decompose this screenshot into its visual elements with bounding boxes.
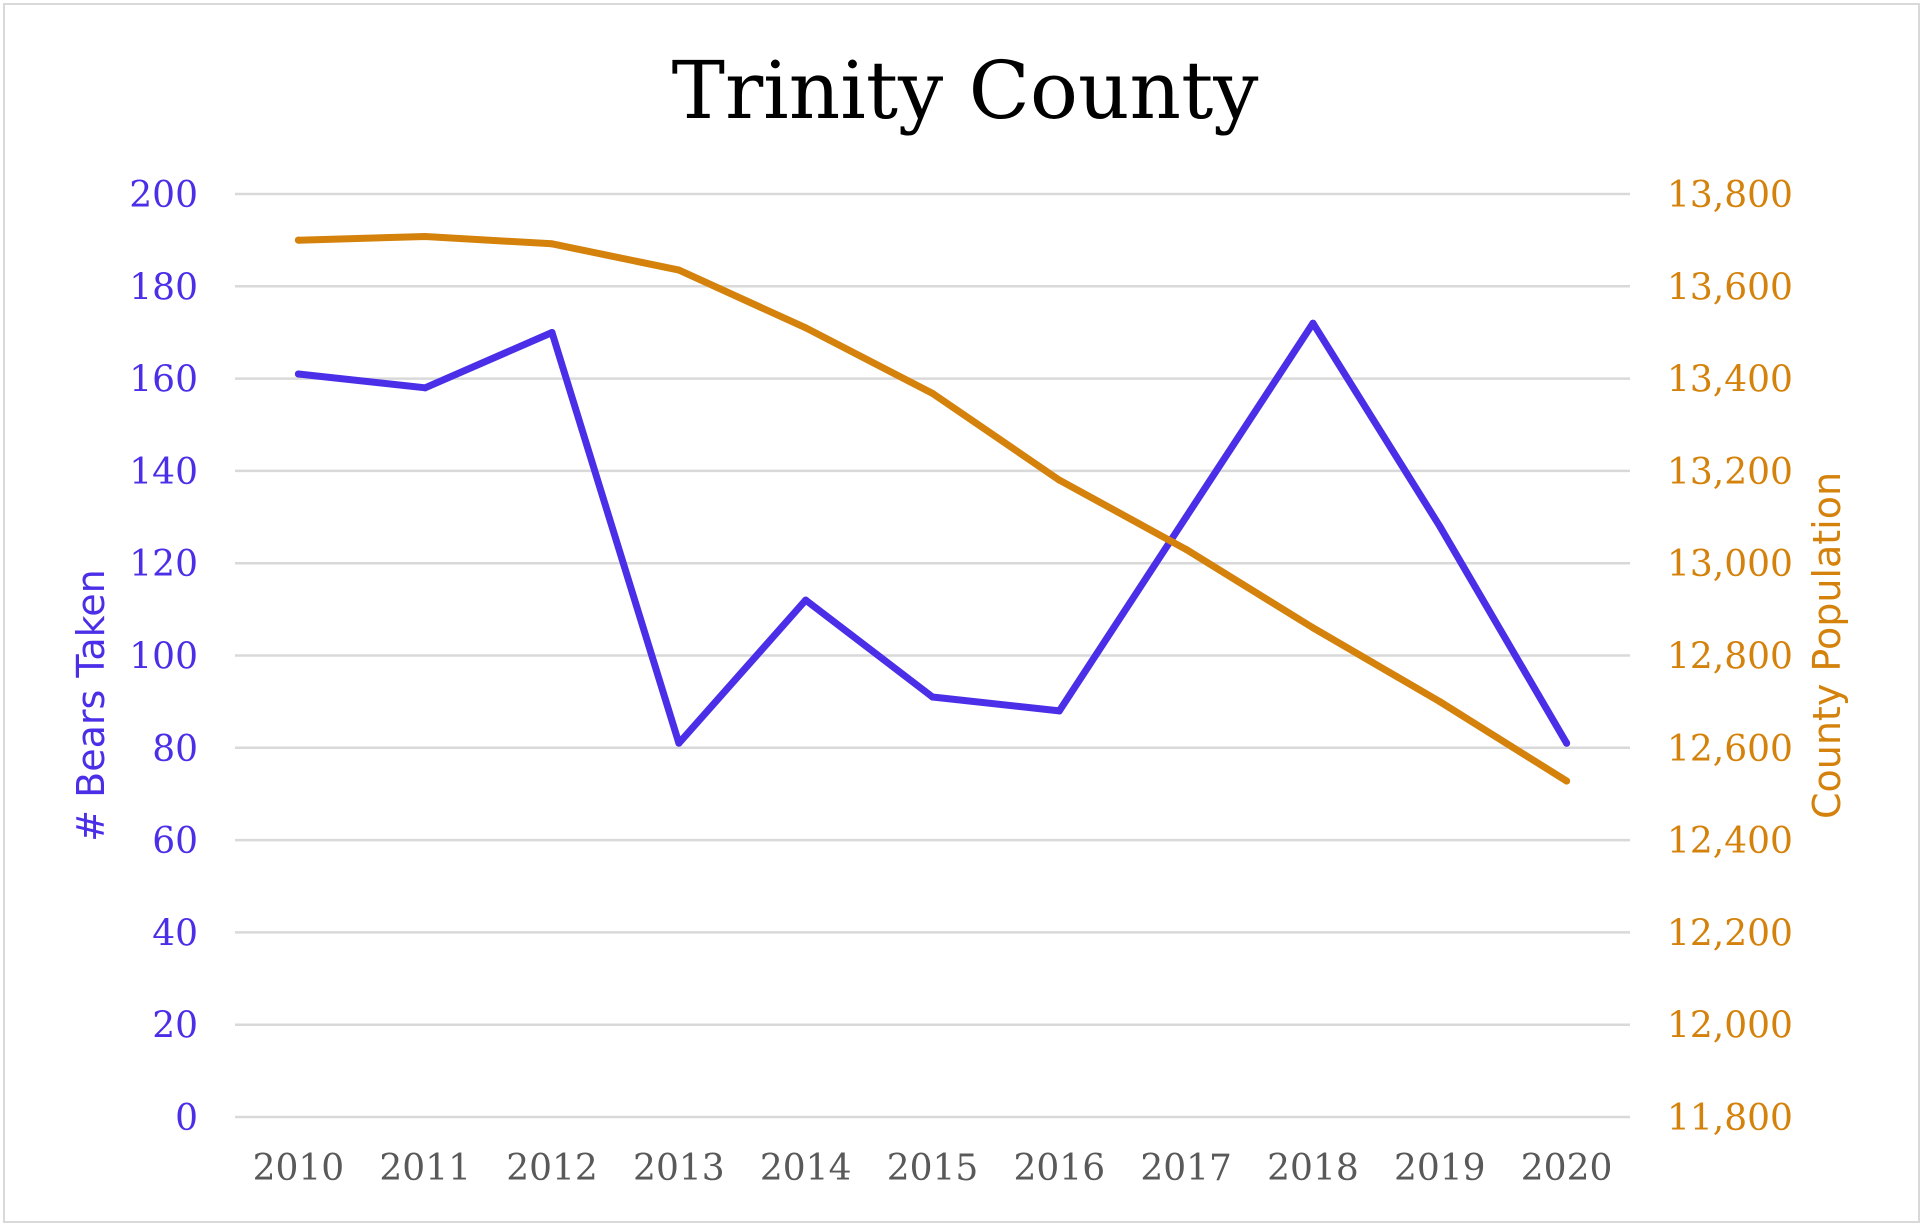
x-tick-label: 2019 xyxy=(1394,1148,1486,1189)
bears-taken-point xyxy=(548,328,556,336)
bears-taken-point xyxy=(1182,513,1190,521)
bears-taken-point xyxy=(1309,319,1317,327)
x-tick-label: 2010 xyxy=(253,1148,345,1189)
right-tick-label: 12,200 xyxy=(1667,913,1793,954)
bears-taken-point xyxy=(929,693,936,701)
right-tick-label: 12,800 xyxy=(1667,637,1793,678)
right-tick-label: 13,200 xyxy=(1667,452,1793,493)
chart-title: Trinity County xyxy=(672,44,1259,137)
population-point xyxy=(1309,624,1317,632)
left-tick-label: 80 xyxy=(152,729,198,770)
x-tick-label: 2018 xyxy=(1267,1148,1359,1189)
left-tick-label: 120 xyxy=(129,544,198,585)
x-tick-label: 2014 xyxy=(760,1148,852,1189)
left-tick-label: 40 xyxy=(152,913,198,954)
population-point xyxy=(675,266,683,274)
right-tick-label: 12,000 xyxy=(1667,1006,1793,1047)
x-tick-label: 2015 xyxy=(887,1148,979,1189)
right-axis-title: County Population xyxy=(1805,472,1849,819)
series-layer xyxy=(294,232,1571,785)
population-point xyxy=(421,232,429,240)
population-point xyxy=(1055,476,1063,484)
bears-taken-point xyxy=(1055,707,1063,715)
left-axis-title: # Bears Taken xyxy=(69,569,113,841)
x-tick-label: 2013 xyxy=(633,1148,725,1189)
left-tick-label: 160 xyxy=(129,360,198,401)
left-tick-label: 200 xyxy=(129,175,198,216)
population-point xyxy=(802,324,810,332)
population-point xyxy=(548,240,556,248)
x-axis-ticks: 2010 2011 2012 2013 2014 2015 2016 2017 2018 2019… xyxy=(253,1148,1613,1189)
bears-taken-point xyxy=(421,384,429,392)
bears-taken-point xyxy=(1436,522,1444,530)
population-point xyxy=(1436,698,1444,706)
bears-taken-point xyxy=(1563,739,1571,747)
left-tick-label: 60 xyxy=(152,821,198,862)
population-point xyxy=(294,236,302,244)
population-point xyxy=(1182,545,1190,553)
bears-taken-point xyxy=(675,739,683,747)
gridlines xyxy=(235,192,1630,1119)
right-tick-label: 12,600 xyxy=(1667,729,1793,770)
left-axis-ticks: 0 20 40 60 80 100 120 140 160 180 200 xyxy=(129,175,198,1139)
left-tick-label: 20 xyxy=(152,1006,198,1047)
right-tick-label: 13,600 xyxy=(1667,267,1793,308)
x-tick-label: 2020 xyxy=(1521,1148,1613,1189)
chart-frame xyxy=(3,3,1920,1223)
population-point xyxy=(929,389,936,397)
left-tick-label: 100 xyxy=(129,637,198,678)
population-point xyxy=(1563,777,1571,785)
right-tick-label: 13,800 xyxy=(1667,175,1793,216)
left-tick-label: 140 xyxy=(129,452,198,493)
bears-taken-series-line xyxy=(294,319,1571,747)
bears-taken-point xyxy=(802,596,810,604)
left-tick-label: 0 xyxy=(175,1098,198,1139)
x-tick-label: 2011 xyxy=(379,1148,471,1189)
right-tick-label: 12,400 xyxy=(1667,821,1793,862)
x-tick-label: 2017 xyxy=(1140,1148,1232,1189)
right-tick-label: 13,000 xyxy=(1667,544,1793,585)
x-tick-label: 2012 xyxy=(506,1148,598,1189)
bears-taken-point xyxy=(294,370,302,378)
x-tick-label: 2016 xyxy=(1014,1148,1106,1189)
right-axis-ticks: 11,800 12,000 12,200 12,400 12,600 12,800 13,0… xyxy=(1667,175,1793,1139)
left-tick-label: 180 xyxy=(129,267,198,308)
right-tick-label: 13,400 xyxy=(1667,360,1793,401)
right-tick-label: 11,800 xyxy=(1667,1098,1793,1139)
